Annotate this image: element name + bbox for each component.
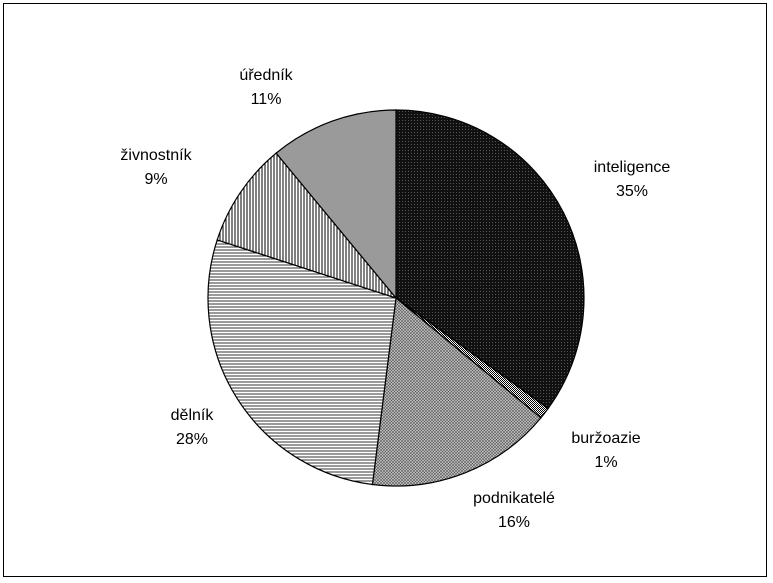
slice-value-label: 11%	[251, 91, 282, 108]
slice-value-label: 9%	[144, 171, 167, 188]
pie-slice-dělník	[207, 239, 397, 486]
slice-label: úředník	[239, 67, 293, 84]
slice-label: buržoazie	[571, 430, 640, 447]
slice-label: dělník	[171, 407, 215, 424]
slice-value-label: 28%	[176, 431, 208, 448]
slice-label: podnikatelé	[473, 490, 555, 507]
slice-value-label: 1%	[594, 454, 617, 471]
slice-label: inteligence	[594, 159, 671, 176]
slice-value-label: 35%	[616, 183, 648, 200]
pie-slice-inteligence	[395, 109, 585, 410]
slice-value-label: 16%	[498, 514, 530, 531]
pie-slice-živnostník	[216, 152, 398, 300]
slice-label: živnostník	[120, 147, 192, 164]
pie-slice-úředník	[275, 109, 397, 300]
pie-slice-podnikatelé	[371, 296, 542, 487]
